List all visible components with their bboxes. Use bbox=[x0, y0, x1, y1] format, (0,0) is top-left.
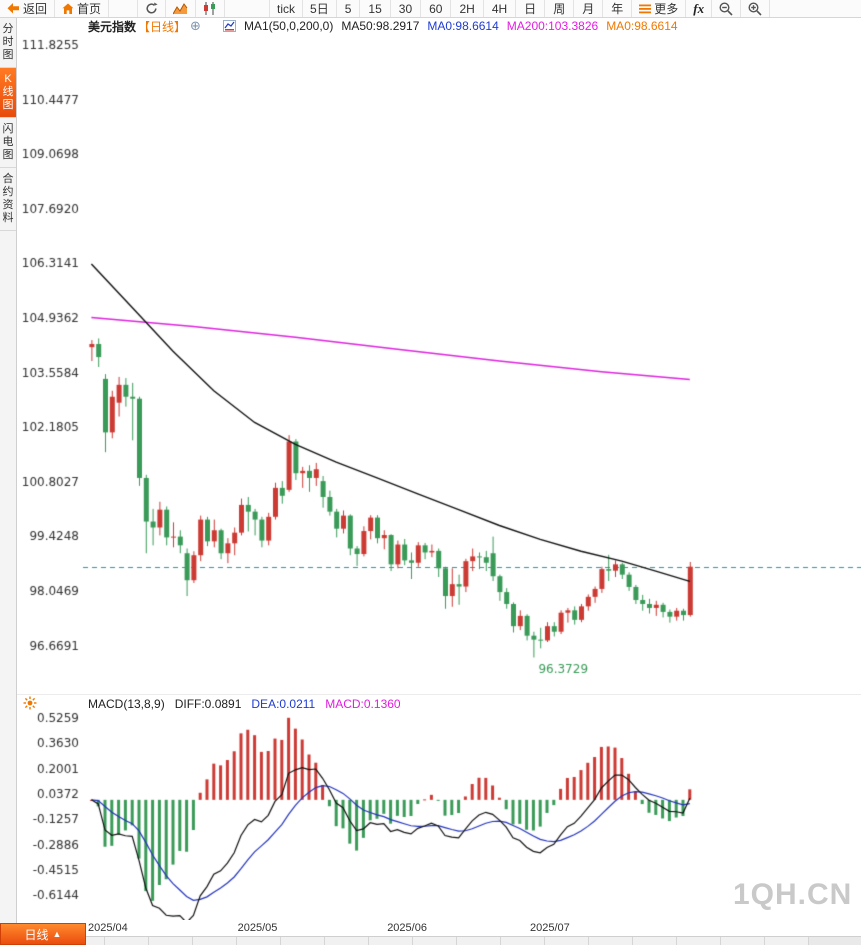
strip-box bbox=[105, 937, 149, 945]
x-axis-row: 2025/04 2025/05 2025/06 2025/07 bbox=[17, 920, 861, 936]
symbol-title: 美元指数 bbox=[88, 19, 137, 34]
menu-icon bbox=[639, 4, 652, 14]
area-chart-icon bbox=[173, 2, 188, 15]
strip-box bbox=[765, 937, 809, 945]
diff-value: DIFF:0.0891 bbox=[174, 696, 242, 711]
zoom-out-icon bbox=[719, 1, 733, 16]
home-icon bbox=[62, 3, 74, 15]
period-button-周[interactable]: 周 bbox=[545, 0, 575, 17]
tick-label: tick bbox=[277, 1, 296, 16]
refresh-icon bbox=[145, 2, 158, 15]
period-tab-label: 日线 bbox=[24, 927, 49, 942]
refresh-button[interactable] bbox=[138, 0, 167, 17]
period-selector-tab[interactable]: 日线 ▲ bbox=[0, 923, 86, 945]
sidebar-item-1[interactable]: K线图 bbox=[0, 68, 16, 118]
period-button-年[interactable]: 年 bbox=[603, 0, 633, 17]
period-button-5[interactable]: 5 bbox=[337, 0, 361, 17]
strip-box bbox=[369, 937, 413, 945]
chart-region: 美元指数 【日线】 ⊕ MA1(50,0,200,0) MA50:98.2917… bbox=[17, 18, 861, 945]
ma200-value: MA200:103.3826 bbox=[506, 19, 599, 33]
five-day-label: 5日 bbox=[310, 2, 329, 16]
candle-chart-icon bbox=[203, 2, 217, 15]
sidebar-item-3[interactable]: 合约资料 bbox=[0, 168, 16, 231]
candlestick-chart-canvas[interactable] bbox=[17, 34, 861, 694]
strip-box bbox=[193, 937, 237, 945]
strip-box bbox=[281, 937, 325, 945]
back-label: 返回 bbox=[23, 2, 48, 16]
bottom-tab-strip bbox=[17, 936, 861, 945]
sidebar-item-2[interactable]: 闪电图 bbox=[0, 118, 16, 168]
toolbar-spacer bbox=[225, 0, 271, 17]
macd-name: MACD(13,8,9) bbox=[88, 696, 165, 711]
tick-button[interactable]: tick bbox=[270, 0, 304, 17]
macd-header: MACD(13,8,9) DIFF:0.0891 DEA:0.0211 MACD… bbox=[17, 694, 861, 712]
candle-chart-button[interactable] bbox=[196, 0, 226, 17]
strip-box bbox=[501, 937, 545, 945]
sidebar-item-0[interactable]: 分时图 bbox=[0, 18, 16, 68]
macd-chart-canvas[interactable] bbox=[17, 712, 861, 920]
top-toolbar: 返回 首页 tick 5日 bbox=[0, 0, 861, 18]
five-day-button[interactable]: 5日 bbox=[303, 0, 337, 17]
toolbar-filler bbox=[770, 0, 861, 17]
period-tag: 【日线】 bbox=[138, 19, 187, 34]
zoom-in-button[interactable] bbox=[741, 0, 771, 17]
period-button-日[interactable]: 日 bbox=[516, 0, 546, 17]
period-button-60[interactable]: 60 bbox=[421, 0, 452, 17]
fx-button[interactable]: fx bbox=[686, 0, 713, 17]
ma0-orange-value: MA0:98.6614 bbox=[606, 19, 678, 33]
zoom-out-button[interactable] bbox=[712, 0, 742, 17]
area-chart-button[interactable] bbox=[166, 0, 197, 17]
period-button-2H[interactable]: 2H bbox=[451, 0, 484, 17]
left-sidebar: 分时图 K线图 闪电图 合约资料 bbox=[0, 18, 17, 945]
indicator-settings-icon[interactable] bbox=[23, 696, 37, 710]
strip-box bbox=[413, 937, 457, 945]
ma50-value: MA50:98.2917 bbox=[341, 19, 420, 33]
dea-value: DEA:0.0211 bbox=[251, 696, 316, 711]
zoom-in-icon bbox=[748, 1, 762, 16]
macd-value: MACD:0.1360 bbox=[325, 696, 401, 711]
period-button-4H[interactable]: 4H bbox=[484, 0, 517, 17]
home-label: 首页 bbox=[77, 2, 102, 16]
toolbar-spacer bbox=[109, 0, 139, 17]
ma0-blue-value: MA0:98.6614 bbox=[427, 19, 499, 33]
x-axis-label: 2025/05 bbox=[237, 922, 278, 934]
add-indicator-icon[interactable]: ⊕ bbox=[190, 18, 201, 33]
more-button[interactable]: 更多 bbox=[632, 0, 687, 17]
period-button-月[interactable]: 月 bbox=[574, 0, 604, 17]
period-button-group: 5 15 30 60 2H 4H 日周月年 bbox=[337, 0, 633, 17]
main-chart-header: 美元指数 【日线】 ⊕ MA1(50,0,200,0) MA50:98.2917… bbox=[17, 18, 861, 34]
strip-box bbox=[457, 937, 501, 945]
strip-box bbox=[237, 937, 281, 945]
x-axis-label: 2025/04 bbox=[88, 922, 128, 934]
strip-box bbox=[589, 937, 633, 945]
home-button[interactable]: 首页 bbox=[55, 0, 110, 17]
fx-label: fx bbox=[693, 0, 705, 16]
more-label: 更多 bbox=[654, 2, 679, 16]
back-button[interactable]: 返回 bbox=[0, 0, 56, 17]
strip-box bbox=[545, 937, 589, 945]
ma-group-label: MA1(50,0,200,0) bbox=[243, 19, 334, 33]
x-axis-label: 2025/06 bbox=[387, 922, 427, 934]
back-arrow-icon bbox=[7, 3, 20, 14]
period-button-30[interactable]: 30 bbox=[391, 0, 422, 17]
chevron-up-icon: ▲ bbox=[52, 929, 62, 939]
legend-icon bbox=[222, 20, 236, 32]
strip-box bbox=[633, 937, 677, 945]
strip-box bbox=[677, 937, 721, 945]
x-axis-label: 2025/07 bbox=[530, 922, 570, 934]
strip-box bbox=[721, 937, 765, 945]
strip-box bbox=[325, 937, 369, 945]
period-button-15[interactable]: 15 bbox=[360, 0, 391, 17]
strip-box bbox=[149, 937, 193, 945]
